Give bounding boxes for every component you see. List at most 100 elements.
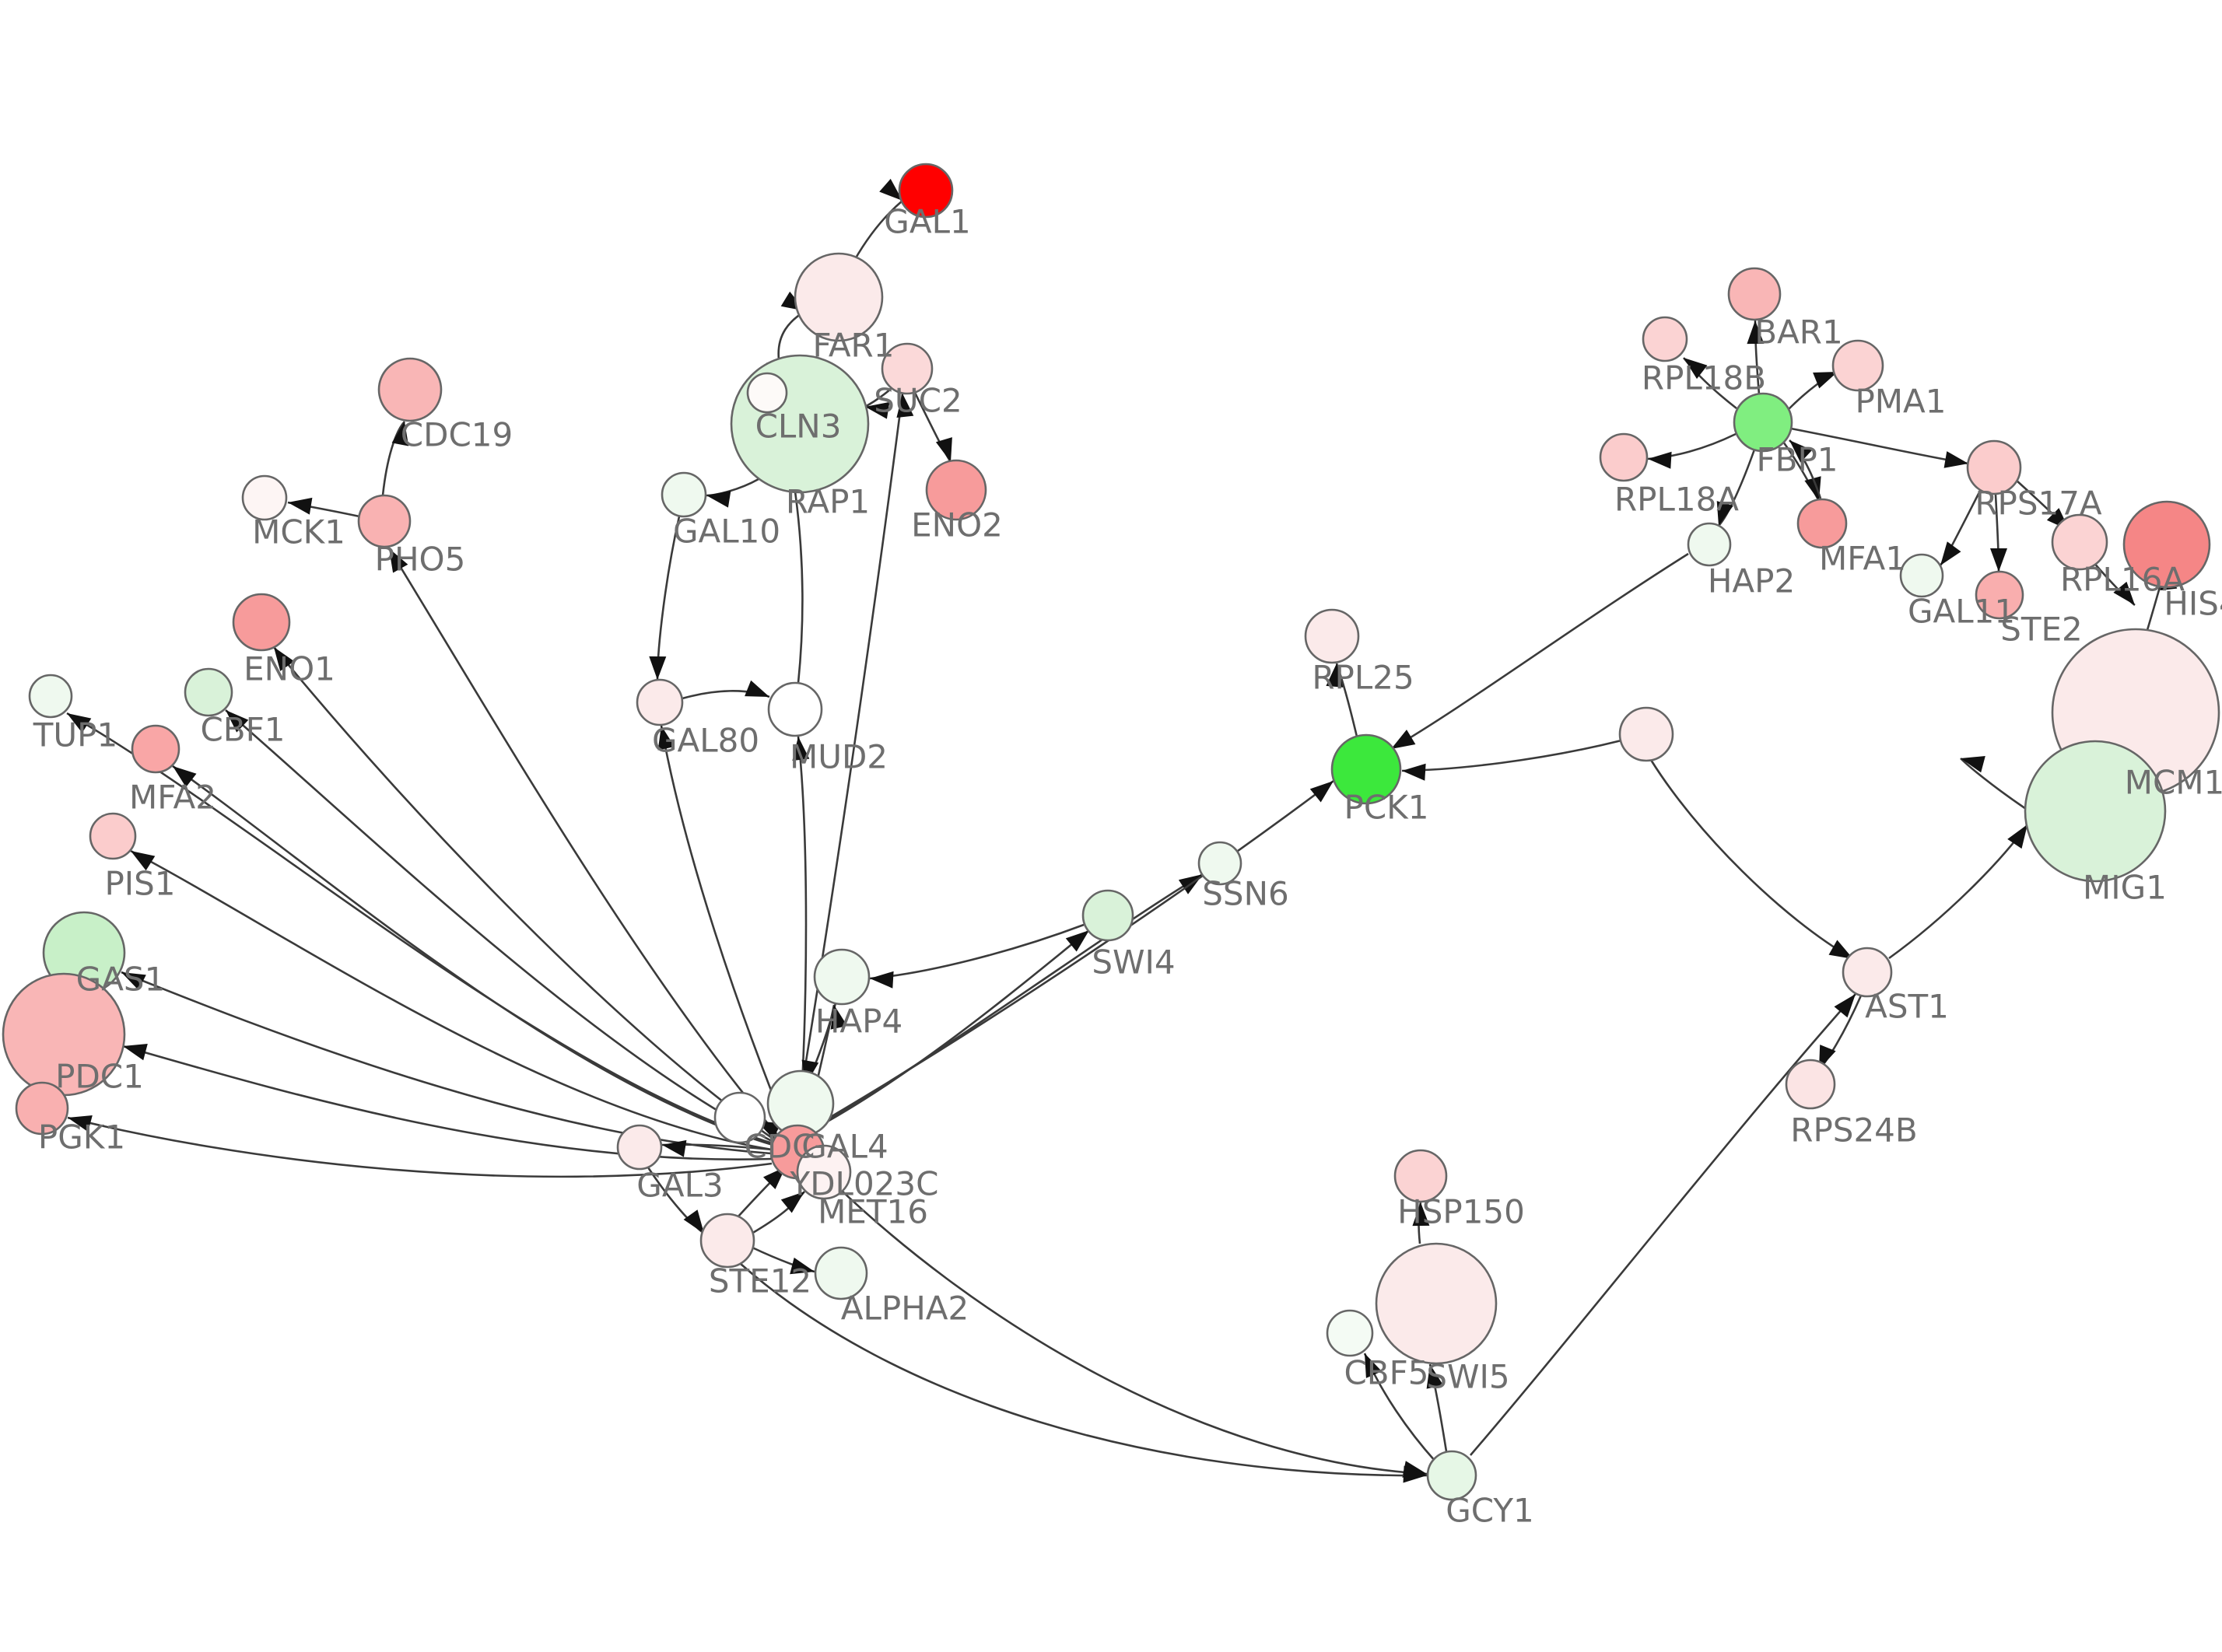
node-his4[interactable] xyxy=(2122,500,2211,589)
arrowhead-FAR1-to-GAL1 xyxy=(879,178,902,201)
edges-layer xyxy=(66,178,2178,1483)
node-rap1[interactable] xyxy=(746,372,788,414)
node-cbf1[interactable] xyxy=(184,667,233,717)
node-label-pho5: PHO5 xyxy=(375,541,466,579)
node-rps24b[interactable] xyxy=(1785,1059,1836,1110)
node-label-cdc19: CDC19 xyxy=(401,416,513,454)
node-gcy1[interactable] xyxy=(1426,1450,1477,1501)
node-label-rps17a: RPS17A xyxy=(1975,485,2102,523)
node-rpl16a[interactable] xyxy=(2051,513,2108,571)
node-gal80[interactable] xyxy=(636,678,684,726)
arrowhead-GAL3-to-STE12 xyxy=(683,1209,704,1234)
edge-SWI4-to-HAP4 xyxy=(869,923,1085,980)
node-ydl023c[interactable] xyxy=(796,1144,852,1200)
node-label-mfa2: MFA2 xyxy=(129,779,216,817)
arrowhead-IDLE1-to-AST1 xyxy=(1828,940,1853,959)
edge-GAL4-to-ENO1 xyxy=(272,646,775,1141)
edge-GCY1-to-AST1 xyxy=(1470,993,1856,1456)
node-rpl18b[interactable] xyxy=(1642,316,1688,362)
edge-GAL4-to-GAL80 xyxy=(660,725,787,1129)
node-gal11[interactable] xyxy=(1899,553,1944,598)
node-pgk1[interactable] xyxy=(15,1081,69,1136)
node-rpl25[interactable] xyxy=(1304,608,1360,664)
node-pck1[interactable] xyxy=(1330,733,1402,805)
edge-GAL4-to-PIS1 xyxy=(130,849,773,1151)
arrowhead-RPS17A-to-STE2 xyxy=(1990,548,2007,572)
node-label-hap2: HAP2 xyxy=(1708,562,1795,600)
node-label-gal1: GAL1 xyxy=(884,203,970,241)
node-swi5[interactable] xyxy=(1375,1242,1498,1365)
arrowhead-PHO5-to-MCK1 xyxy=(288,497,313,515)
node-bar1[interactable] xyxy=(1727,267,1782,321)
node-far1[interactable] xyxy=(794,252,884,342)
edge-GAL4-to-GCY1 xyxy=(816,1166,1428,1475)
node-rpl18a[interactable] xyxy=(1599,432,1649,482)
node-hsp150[interactable] xyxy=(1393,1149,1448,1203)
arrowhead-HAP2-to-PCK1 xyxy=(1391,730,1416,749)
arrowhead-SWI5-to-HSP150 xyxy=(1412,1202,1430,1227)
arrowhead-GAL4-to-GAL3 xyxy=(662,1139,687,1157)
node-label-ste12: STE12 xyxy=(709,1262,811,1300)
arrowhead-CLN3-to-GAL10 xyxy=(706,490,731,508)
node-ste2[interactable] xyxy=(1975,570,2024,620)
node-label-alpha2: ALPHA2 xyxy=(841,1290,969,1328)
node-rps17a[interactable] xyxy=(1966,439,2022,495)
node-mud2[interactable] xyxy=(767,681,823,737)
node-mig1[interactable] xyxy=(2024,740,2167,883)
arrowhead-GCY1-to-SWI5 xyxy=(1426,1364,1444,1389)
arrowhead-GAL4-to-SWI4 xyxy=(1065,930,1089,952)
node-ssn6[interactable] xyxy=(1197,841,1242,886)
node-fbp1[interactable] xyxy=(1733,392,1793,453)
arrowhead-GAL10-to-GAL80 xyxy=(649,656,667,680)
arrowhead-PHO5-to-CDC19 xyxy=(391,422,409,446)
arrowhead-GAL4-to-HAP4 xyxy=(830,1005,848,1030)
node-label-gal3: GAL3 xyxy=(636,1167,723,1205)
arrowhead-AST1-to-MIG1 xyxy=(2007,824,2027,849)
node-label-his4: HIS4 xyxy=(2164,585,2222,623)
node-suc2[interactable] xyxy=(881,342,934,395)
arrowhead-GAL4-to-SUC2 xyxy=(896,394,914,418)
arrowhead-GAL4-to-PIS1 xyxy=(131,851,156,871)
node-mfa2[interactable] xyxy=(131,724,180,774)
arrowhead-GAL4-to-PGK1 xyxy=(68,1115,93,1132)
node-gal3[interactable] xyxy=(616,1124,663,1171)
arrowhead-GAL4-to-TUP1 xyxy=(67,713,92,733)
node-mck1[interactable] xyxy=(241,474,288,521)
node-label-met16: MET16 xyxy=(818,1193,928,1231)
node-gal1[interactable] xyxy=(898,163,954,219)
node-cdc19[interactable] xyxy=(377,357,443,422)
edge-GAL4-to-SUC2 xyxy=(794,393,904,1129)
node-eno1[interactable] xyxy=(232,593,291,652)
node-gal10[interactable] xyxy=(661,471,707,518)
node-label-bar1: BAR1 xyxy=(1754,313,1842,352)
node-cbf5[interactable] xyxy=(1326,1309,1374,1357)
arrowhead-STE12-to-GCY1 xyxy=(1403,1465,1427,1483)
node-mfa1[interactable] xyxy=(1796,498,1848,549)
edge-GAL4-to-PGK1 xyxy=(67,1116,773,1178)
arrowhead-FBP1-to-RPL18A xyxy=(1648,451,1672,469)
edge-AST1-to-MIG1 xyxy=(1888,824,2029,960)
node-label-pdc1: PDC1 xyxy=(55,1058,144,1096)
node-label-mfa1: MFA1 xyxy=(1819,540,1906,578)
arrowhead-STE12-to-ALPHA2 xyxy=(790,1257,815,1275)
node-ste12[interactable] xyxy=(699,1213,755,1269)
arrowhead-IDLE1-to-PCK1 xyxy=(1402,763,1426,781)
node-hap2[interactable] xyxy=(1687,522,1732,567)
edge-PHO5-to-CDC19 xyxy=(381,421,405,496)
node-idle1[interactable] xyxy=(1618,706,1674,762)
node-pis1[interactable] xyxy=(89,812,137,860)
node-eno2[interactable] xyxy=(925,459,987,521)
edge-HAP2-to-PCK1 xyxy=(1390,552,1689,751)
node-swi4[interactable] xyxy=(1081,889,1134,942)
arrowhead-GAL4-to-MUD2 xyxy=(792,737,810,761)
node-ast1[interactable] xyxy=(1842,947,1893,998)
node-hap4[interactable] xyxy=(813,948,871,1006)
node-alpha2[interactable] xyxy=(814,1246,868,1300)
node-tup1[interactable] xyxy=(28,674,73,719)
node-pho5[interactable] xyxy=(357,494,412,548)
edge-GAL4-to-PCK1 xyxy=(811,779,1334,1129)
node-cdc[interactable] xyxy=(713,1091,766,1144)
node-label-pgk1: PGK1 xyxy=(38,1118,125,1157)
node-pma1[interactable] xyxy=(1831,339,1884,392)
